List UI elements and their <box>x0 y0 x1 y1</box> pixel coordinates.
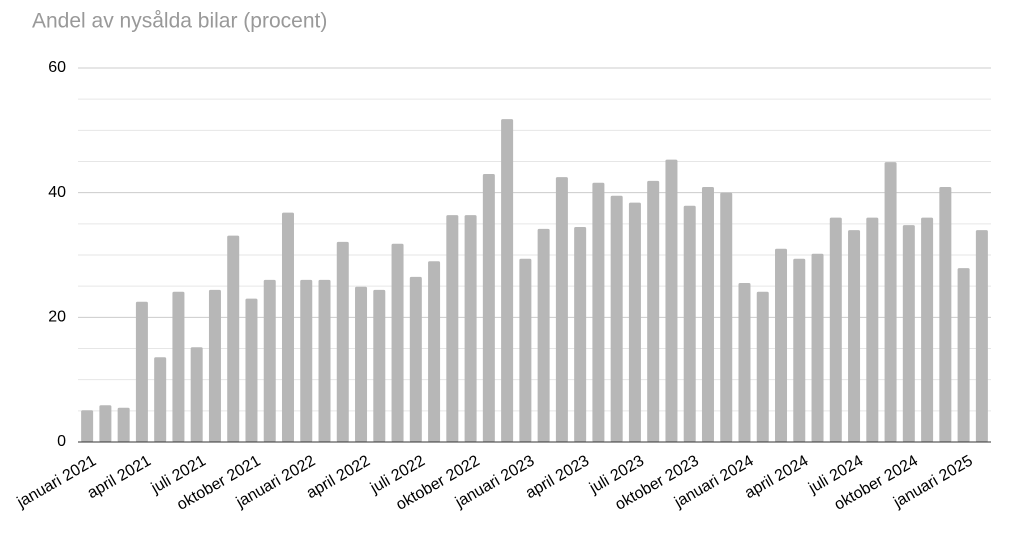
bar <box>665 159 678 442</box>
bar <box>848 230 861 442</box>
bar <box>245 298 258 442</box>
bar <box>336 241 349 442</box>
bar <box>281 212 294 442</box>
bar <box>373 289 386 442</box>
y-tick-label: 20 <box>48 309 66 326</box>
chart-title: Andel av nysålda bilar (procent) <box>32 10 327 33</box>
x-tick-label: april 2024 <box>742 452 811 502</box>
bar <box>227 235 240 442</box>
bar <box>683 205 696 442</box>
y-tick-label: 0 <box>57 433 66 450</box>
bar <box>482 173 495 442</box>
bar <box>701 187 714 442</box>
bar <box>99 405 112 442</box>
bar <box>537 228 550 442</box>
bar <box>501 119 514 442</box>
bar <box>939 187 952 442</box>
bar <box>574 226 587 442</box>
y-tick-label: 40 <box>48 184 66 201</box>
bar <box>428 261 441 442</box>
y-tick-label: 60 <box>48 59 66 76</box>
bar <box>957 268 970 442</box>
x-tick-label: april 2023 <box>523 452 592 502</box>
bar <box>208 289 221 442</box>
bar <box>756 291 769 442</box>
x-tick-label: januari 2021 <box>14 452 100 511</box>
bar <box>446 215 459 442</box>
bar <box>592 182 605 442</box>
bar <box>884 162 897 442</box>
bar <box>738 283 751 442</box>
bar <box>628 202 641 442</box>
bar <box>793 258 806 442</box>
bar <box>409 276 422 442</box>
bar <box>921 217 934 442</box>
bar <box>720 192 733 442</box>
bar <box>975 230 988 442</box>
bar <box>555 177 568 443</box>
bar <box>866 217 879 442</box>
x-tick-label: april 2022 <box>304 452 373 502</box>
bar <box>464 215 477 442</box>
bar <box>610 195 623 442</box>
bar <box>263 279 276 442</box>
bar <box>811 253 824 442</box>
bar <box>135 301 148 442</box>
bar <box>172 291 185 442</box>
bar <box>647 180 660 442</box>
bar <box>154 357 167 442</box>
bar <box>519 258 532 442</box>
bar <box>902 225 915 442</box>
bar <box>775 248 788 442</box>
bar <box>81 410 94 442</box>
bar <box>829 217 842 442</box>
bar <box>391 243 404 442</box>
bar <box>190 347 203 442</box>
bar <box>355 286 368 442</box>
bar <box>300 279 313 442</box>
bar <box>318 279 331 442</box>
bar <box>117 407 130 442</box>
x-tick-label: april 2021 <box>85 452 154 502</box>
